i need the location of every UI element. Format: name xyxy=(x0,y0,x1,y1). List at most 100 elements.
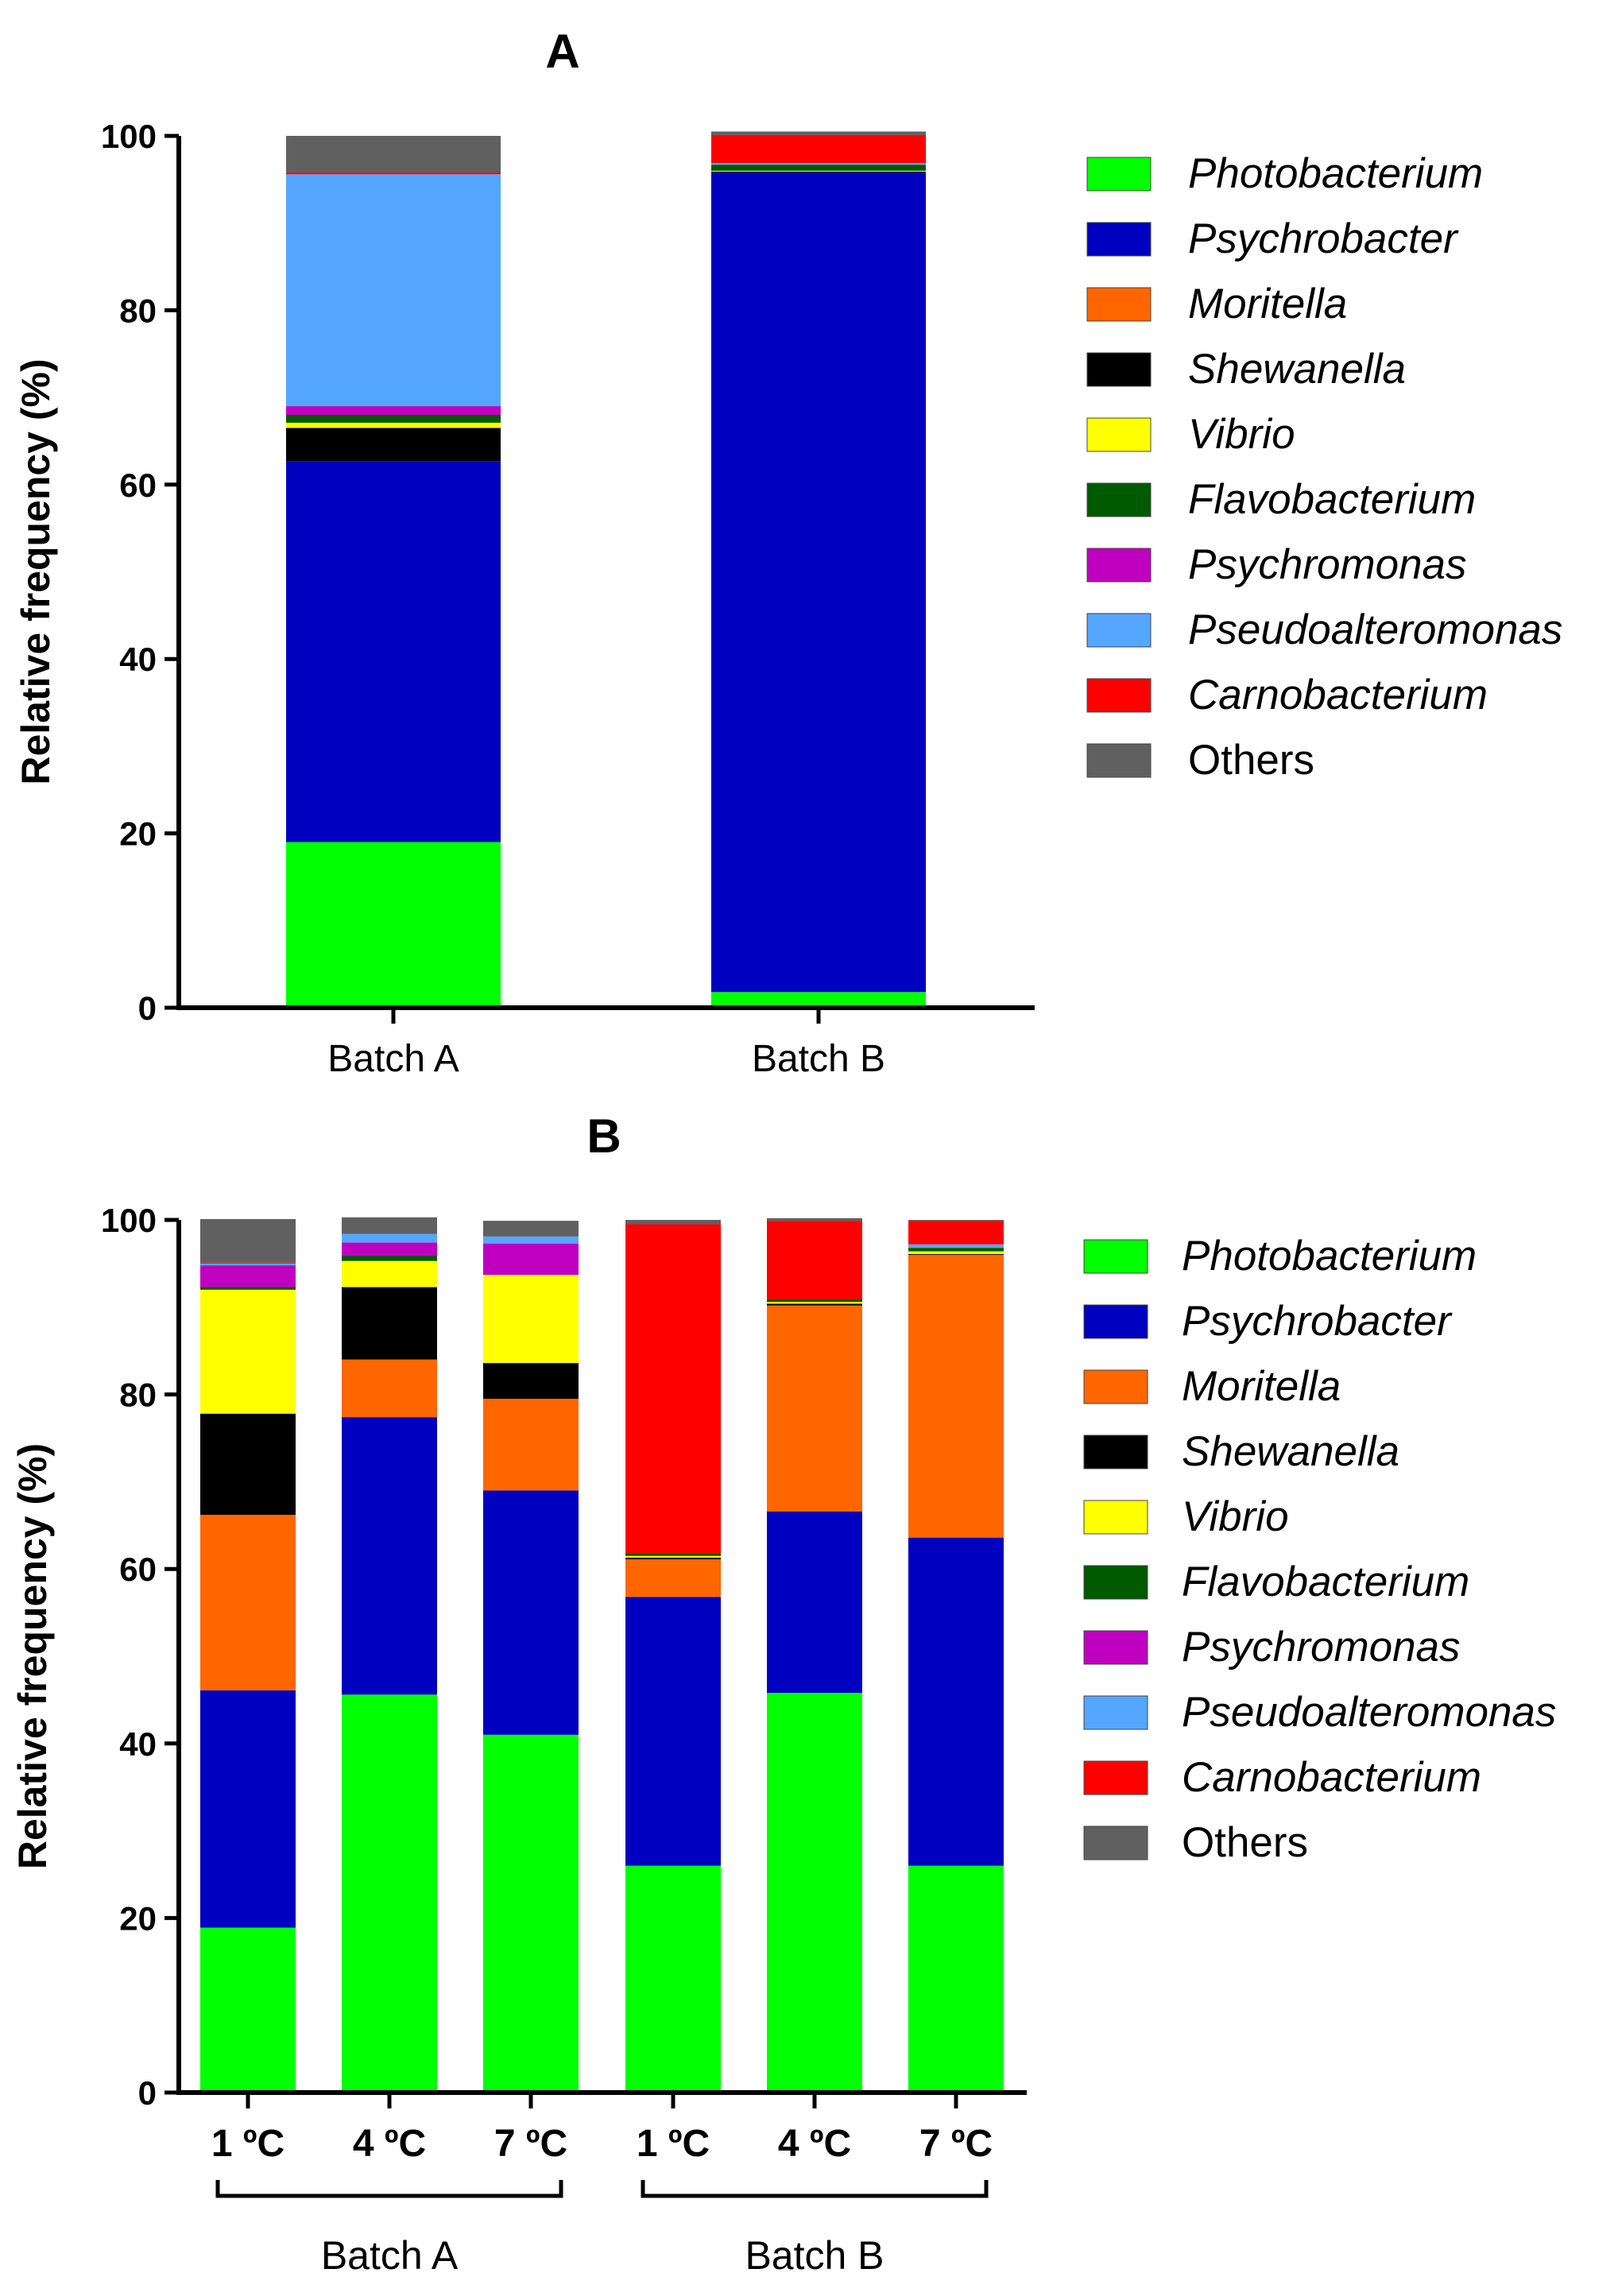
bar-segment-pseudoalteromonas xyxy=(200,1263,296,1266)
legend-entry: Vibrio xyxy=(1188,411,1295,458)
legend-swatch xyxy=(1086,222,1152,257)
bar-segment-moritella xyxy=(625,1559,721,1597)
bar-segment-psychromonas xyxy=(342,1242,437,1256)
legend-swatch xyxy=(1086,548,1152,583)
bar-segment-flavobacterium xyxy=(767,1299,862,1303)
legend-entry: Moritella xyxy=(1182,1363,1341,1410)
bar-segment-shewanella xyxy=(767,1303,862,1306)
bar-segment-psychrobacter xyxy=(342,1417,437,1695)
legend-swatch xyxy=(1083,1760,1148,1795)
x-tick-label: 1 ºC xyxy=(637,2123,710,2165)
legend-entry: Vibrio xyxy=(1182,1493,1289,1540)
panel-title: B xyxy=(586,1109,621,1163)
bar-segment-flavobacterium xyxy=(200,1287,296,1290)
legend-swatch xyxy=(1083,1565,1148,1600)
y-tick-label: 20 xyxy=(119,815,157,853)
group-bracket xyxy=(641,2180,989,2198)
legend-swatch xyxy=(1083,1369,1148,1404)
legend-swatch xyxy=(1086,157,1152,192)
bar-segment-photobacterium xyxy=(342,1694,437,2093)
group-label: Batch B xyxy=(745,2233,884,2278)
y-tick-label: 80 xyxy=(119,1376,157,1414)
legend-entry: Others xyxy=(1188,737,1314,784)
group-bracket xyxy=(215,2180,563,2198)
bar-segment-others xyxy=(286,136,501,173)
bar-segment-flavobacterium xyxy=(908,1248,1004,1252)
bar-segment-psychromonas xyxy=(286,406,501,416)
legend-entry: Moritella xyxy=(1188,281,1347,327)
panel-title: A xyxy=(545,25,579,78)
bar-segment-vibrio xyxy=(342,1260,437,1287)
bar-segment-pseudoalteromonas xyxy=(342,1233,437,1243)
bar-segment-flavobacterium xyxy=(286,415,501,423)
y-tick-label: 60 xyxy=(119,467,157,504)
legend-swatch xyxy=(1086,613,1152,648)
legend-entry: Shewanella xyxy=(1188,346,1406,393)
y-tick-label: 0 xyxy=(138,2074,157,2112)
bar-segment-photobacterium xyxy=(286,842,501,1008)
bar-segment-photobacterium xyxy=(200,1927,296,2093)
bar-segment-carnobacterium xyxy=(711,134,926,164)
legend-entry: Psychromonas xyxy=(1182,1624,1461,1671)
panel-a-chart: A Relative frequency (%) 0 20 40 60 80 100 Batch… xyxy=(14,25,1562,1080)
bar-segment-psychrobacter xyxy=(286,461,501,842)
legend-swatch xyxy=(1086,482,1152,517)
bar-segment-psychrobacter xyxy=(625,1597,721,1866)
bar-segment-psychrobacter xyxy=(200,1690,296,1928)
group-label: Batch A xyxy=(321,2233,459,2278)
bar-segment-psychrobacter xyxy=(767,1511,862,1694)
legend-swatch xyxy=(1086,287,1152,322)
bar-segment-vibrio xyxy=(483,1275,579,1364)
legend-entry: Photobacterium xyxy=(1188,150,1483,197)
bar-segment-moritella xyxy=(200,1515,296,1690)
x-tick-label: 1 ºC xyxy=(211,2123,285,2165)
legend-swatch xyxy=(1083,1826,1148,1860)
legend-swatch xyxy=(1083,1239,1148,1274)
bar-segment-pseudoalteromonas xyxy=(908,1244,1004,1249)
bar-segment-photobacterium xyxy=(625,1865,721,2093)
y-tick-label: 100 xyxy=(101,118,157,155)
legend-swatch xyxy=(1086,743,1152,778)
bar-segment-shewanella xyxy=(200,1413,296,1516)
bar-segment-moritella xyxy=(908,1254,1004,1538)
bar-segment-others xyxy=(483,1221,579,1237)
bar-segment-photobacterium xyxy=(908,1865,1004,2093)
legend-entry: Carnobacterium xyxy=(1188,672,1488,718)
legend-entry: Flavobacterium xyxy=(1188,476,1476,523)
legend-entry: Psychromonas xyxy=(1188,541,1467,588)
bar-segment-vibrio xyxy=(200,1289,296,1414)
bar-segment-flavobacterium xyxy=(342,1256,437,1261)
x-tick-label: 7 ºC xyxy=(919,2123,993,2165)
legend-swatch xyxy=(1086,678,1152,713)
y-axis-label: Relative frequency (%) xyxy=(10,1443,55,1869)
bar-segment-moritella xyxy=(342,1359,437,1418)
x-tick-label: Batch A xyxy=(327,1038,459,1080)
bar-segment-photobacterium xyxy=(767,1693,862,2093)
x-tick-label: 7 ºC xyxy=(494,2123,567,2165)
bar-segment-others xyxy=(767,1218,862,1222)
bar-segment-others xyxy=(908,1220,1004,1222)
bar-segment-others xyxy=(200,1218,296,1263)
bar-segment-psychromonas xyxy=(200,1265,296,1287)
y-tick-label: 0 xyxy=(138,989,157,1027)
legend-swatch xyxy=(1083,1630,1148,1665)
bar-segment-vibrio xyxy=(711,170,926,172)
bar-segment-vibrio xyxy=(908,1251,1004,1254)
bar-segment-psychrobacter xyxy=(483,1490,579,1735)
bar-segment-moritella xyxy=(767,1305,862,1512)
y-tick-label: 80 xyxy=(119,292,157,329)
bar-segment-moritella xyxy=(483,1399,579,1491)
bar-segment-carnobacterium xyxy=(767,1221,862,1299)
bar-segment-psychrobacter xyxy=(908,1537,1004,1866)
y-axis-label: Relative frequency (%) xyxy=(14,358,58,784)
legend-swatch xyxy=(1083,1435,1148,1469)
bar-segment-others xyxy=(711,131,926,135)
y-tick-label: 40 xyxy=(119,1725,157,1763)
bar-segment-carnobacterium xyxy=(908,1221,1004,1245)
bar-segment-shewanella xyxy=(483,1363,579,1400)
bar-segment-pseudoalteromonas xyxy=(286,174,501,407)
panel-b-chart: B Relative frequency (%) 0 20 40 60 80 100 1 ºC 4… xyxy=(10,1109,1556,2278)
legend-swatch xyxy=(1083,1695,1148,1730)
bar-segment-pseudoalteromonas xyxy=(711,163,926,165)
bar-segment-shewanella xyxy=(286,428,501,462)
